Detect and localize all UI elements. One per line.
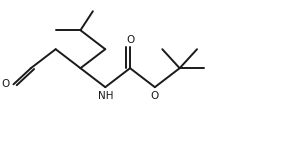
Text: O: O xyxy=(2,79,10,89)
Text: O: O xyxy=(151,91,159,101)
Text: NH: NH xyxy=(98,91,113,101)
Text: O: O xyxy=(126,35,134,45)
